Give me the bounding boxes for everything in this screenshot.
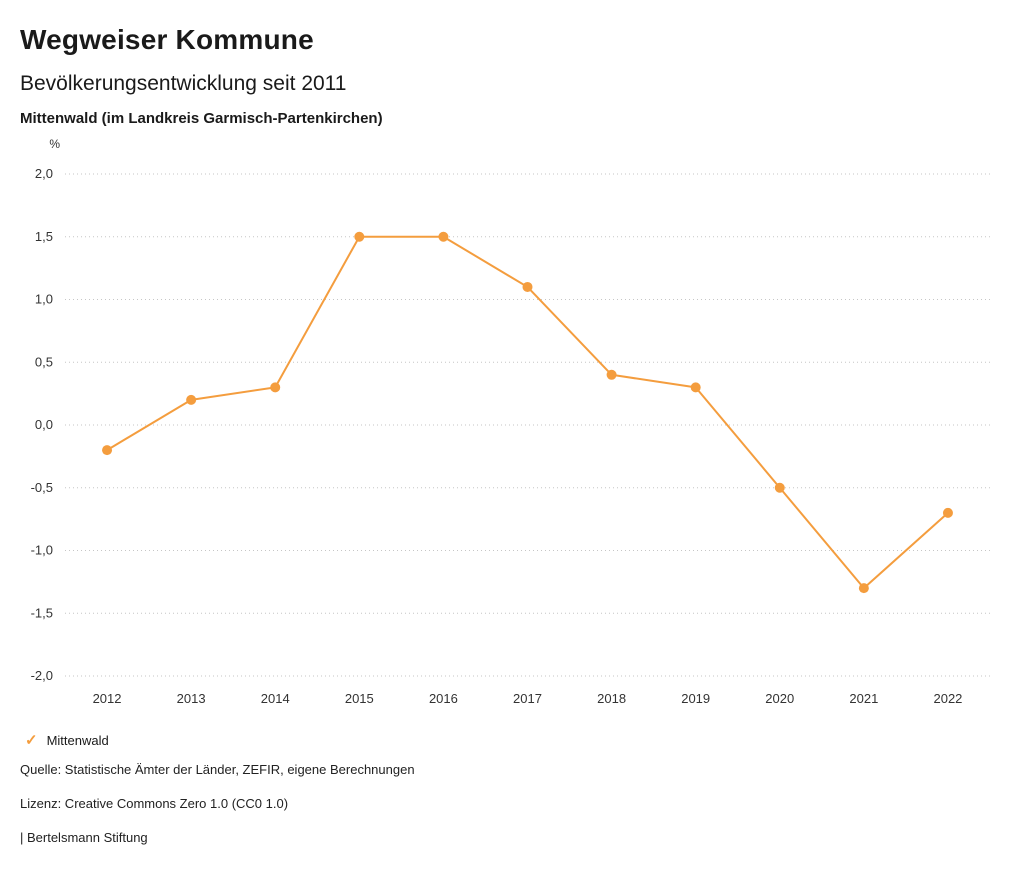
- data-point-2017[interactable]: [522, 281, 533, 292]
- y-tick-label: -2,0: [31, 668, 53, 683]
- data-point-2013[interactable]: [186, 394, 197, 405]
- x-tick-label: 2013: [177, 691, 206, 706]
- chart-header: Wegweiser Kommune Bevölkerungsentwicklun…: [0, 0, 1024, 127]
- x-tick-label: 2018: [597, 691, 626, 706]
- y-tick-label: 2,0: [35, 166, 53, 181]
- data-point-2022[interactable]: [942, 507, 953, 518]
- legend-check-icon: ✓: [25, 732, 38, 749]
- chart-canvas: % 2,0 1,5 1,0 0,5 0,0 -0,5 -1,0 -1,5 -2,0 2012 2013…: [31, 137, 990, 706]
- y-tick-label: 0,0: [35, 417, 53, 432]
- x-tick-label: 2012: [93, 691, 122, 706]
- x-tick-label: 2015: [345, 691, 374, 706]
- y-axis-unit-label: %: [49, 137, 60, 151]
- y-tick-label: 0,5: [35, 354, 53, 369]
- x-tick-label: 2022: [933, 691, 962, 706]
- data-point-2020[interactable]: [774, 482, 785, 493]
- attribution-note: | Bertelsmann Stiftung: [20, 830, 148, 845]
- data-point-2021[interactable]: [858, 583, 869, 594]
- data-point-2012[interactable]: [102, 445, 113, 456]
- x-tick-label: 2017: [513, 691, 542, 706]
- x-tick-label: 2021: [849, 691, 878, 706]
- x-tick-label: 2016: [429, 691, 458, 706]
- data-point-2018[interactable]: [606, 369, 617, 380]
- page: Wegweiser Kommune Bevölkerungsentwicklun…: [0, 0, 1024, 845]
- y-tick-label: 1,5: [35, 229, 53, 244]
- y-tick-label: -1,5: [31, 605, 53, 620]
- x-tick-label: 2019: [681, 691, 710, 706]
- chart-title: Bevölkerungsentwicklung seit 2011: [20, 72, 347, 95]
- chart-legend-item-mittenwald[interactable]: ✓ Mittenwald: [0, 719, 1024, 748]
- y-tick-label: -0,5: [31, 480, 53, 495]
- chart-region-subtitle: Mittenwald (im Landkreis Garmisch-Parten…: [20, 110, 383, 127]
- license-note: Lizenz: Creative Commons Zero 1.0 (CC0 1…: [20, 796, 289, 811]
- data-point-2019[interactable]: [690, 382, 701, 393]
- legend-label: Mittenwald: [46, 733, 109, 748]
- x-tick-label: 2020: [765, 691, 794, 706]
- data-point-2015[interactable]: [354, 231, 365, 242]
- x-tick-label: 2014: [261, 691, 290, 706]
- page-title: Wegweiser Kommune: [20, 24, 314, 55]
- y-tick-label: -1,0: [31, 543, 53, 558]
- chart-footer: Quelle: Statistische Ämter der Länder, Z…: [0, 748, 1024, 845]
- y-tick-label: 1,0: [35, 292, 53, 307]
- source-note: Quelle: Statistische Ämter der Länder, Z…: [20, 762, 415, 777]
- data-point-2014[interactable]: [270, 382, 281, 393]
- data-point-2016[interactable]: [438, 231, 449, 242]
- population-line-chart: % 2,0 1,5 1,0 0,5 0,0 -0,5 -1,0 -1,5 -2,0 2012 2013…: [0, 129, 1024, 719]
